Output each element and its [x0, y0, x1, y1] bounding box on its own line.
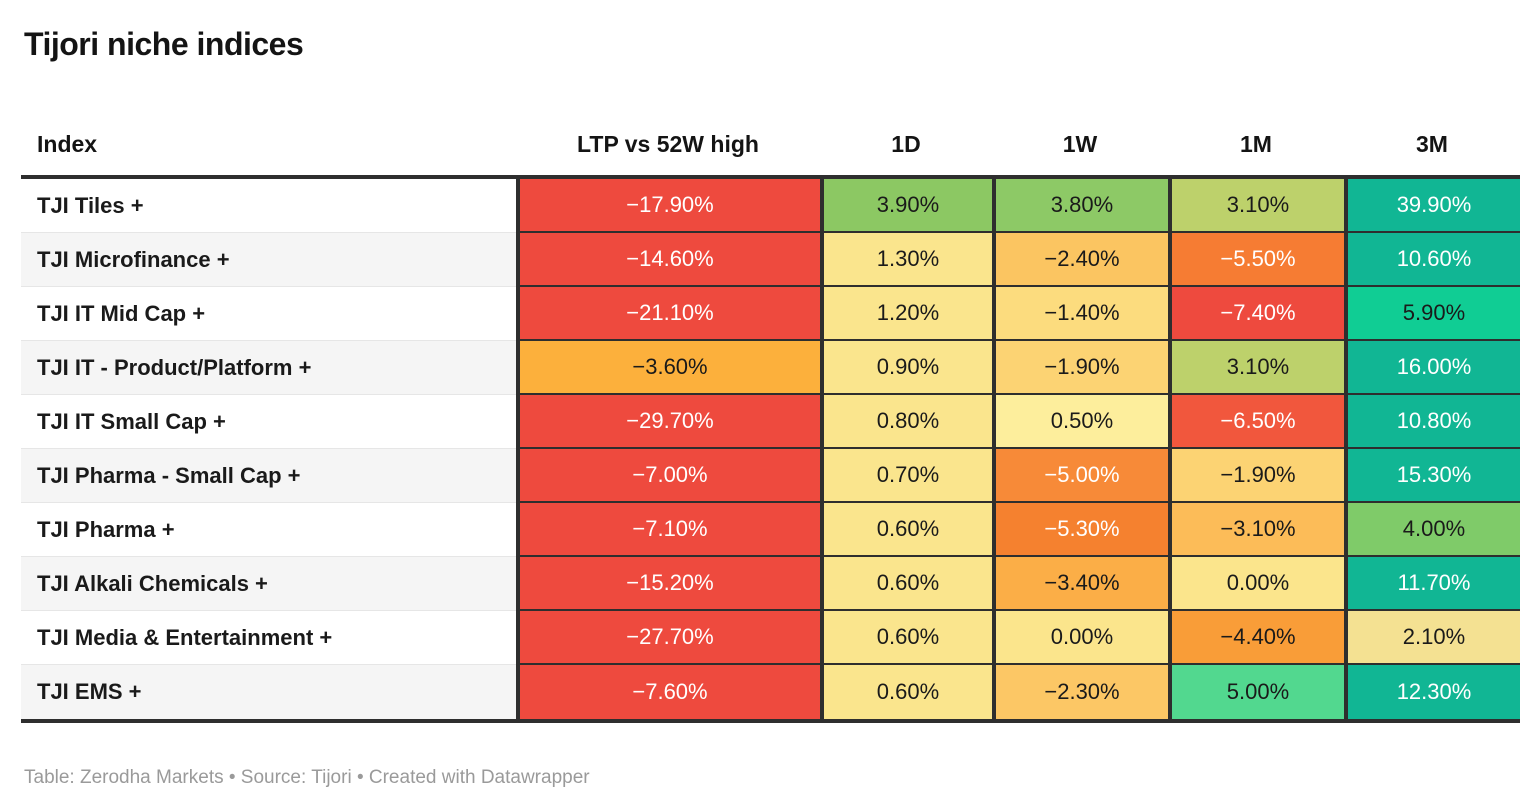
change-3m-cell: 4.00%: [1344, 503, 1520, 557]
table-row: TJI Pharma + −7.10% 0.60% −5.30% −3.10% …: [21, 503, 1520, 557]
index-name-label: TJI IT Mid Cap +: [37, 300, 206, 326]
index-name-cell[interactable]: TJI Pharma - Small Cap +: [21, 449, 516, 503]
index-name-label: TJI Tiles +: [37, 192, 144, 218]
change-1d-cell: 0.80%: [820, 395, 992, 449]
ltp-vs-52w-high-cell: −7.10%: [516, 503, 820, 557]
index-name-cell[interactable]: TJI Tiles +: [21, 179, 516, 233]
index-name-label: TJI IT Small Cap +: [37, 408, 226, 434]
table-row: TJI Microfinance + −14.60% 1.30% −2.40% …: [21, 233, 1520, 287]
change-1d-cell: 1.20%: [820, 287, 992, 341]
change-1w-cell: −1.40%: [992, 287, 1168, 341]
change-1d-cell: 0.70%: [820, 449, 992, 503]
table-body: TJI Tiles + −17.90% 3.90% 3.80% 3.10% 39…: [21, 175, 1520, 723]
index-name-label: TJI IT - Product/Platform +: [37, 354, 312, 380]
change-3m-cell: 15.30%: [1344, 449, 1520, 503]
table-row: TJI Media & Entertainment + −27.70% 0.60…: [21, 611, 1520, 665]
index-name-cell[interactable]: TJI EMS +: [21, 665, 516, 719]
change-1d-cell: 1.30%: [820, 233, 992, 287]
table-row: TJI IT Mid Cap + −21.10% 1.20% −1.40% −7…: [21, 287, 1520, 341]
ltp-vs-52w-high-cell: −15.20%: [516, 557, 820, 611]
change-1m-cell: −1.90%: [1168, 449, 1344, 503]
col-header-1w: 1W: [1062, 130, 1098, 157]
index-name-cell[interactable]: TJI Media & Entertainment +: [21, 611, 516, 665]
change-1d-cell: 0.60%: [820, 611, 992, 665]
change-1d-cell: 0.60%: [820, 557, 992, 611]
change-1m-cell: −7.40%: [1168, 287, 1344, 341]
index-name-cell[interactable]: TJI Microfinance +: [21, 233, 516, 287]
table-header-row: Index LTP vs 52W high 1D 1W 1M 3M: [21, 113, 1520, 175]
ltp-vs-52w-high-cell: −14.60%: [516, 233, 820, 287]
change-1d-cell: 0.90%: [820, 341, 992, 395]
table-row: TJI Tiles + −17.90% 3.90% 3.80% 3.10% 39…: [21, 179, 1520, 233]
change-3m-cell: 16.00%: [1344, 341, 1520, 395]
ltp-vs-52w-high-cell: −7.60%: [516, 665, 820, 719]
index-name-label: TJI Pharma +: [37, 516, 175, 542]
col-header-index: Index: [37, 130, 98, 157]
table-row: TJI IT Small Cap + −29.70% 0.80% 0.50% −…: [21, 395, 1520, 449]
change-1m-cell: −3.10%: [1168, 503, 1344, 557]
table-row: TJI Pharma - Small Cap + −7.00% 0.70% −5…: [21, 449, 1520, 503]
index-name-cell[interactable]: TJI IT Mid Cap +: [21, 287, 516, 341]
index-name-cell[interactable]: TJI IT - Product/Platform +: [21, 341, 516, 395]
table-footer: Table: Zerodha Markets • Source: Tijori …: [24, 767, 590, 788]
change-3m-cell: 12.30%: [1344, 665, 1520, 719]
index-name-label: TJI EMS +: [37, 679, 142, 704]
index-name-label: TJI Pharma - Small Cap +: [37, 462, 301, 488]
change-1w-cell: −1.90%: [992, 341, 1168, 395]
ltp-vs-52w-high-cell: −17.90%: [516, 179, 820, 233]
index-name-label: TJI Microfinance +: [37, 246, 230, 272]
change-1m-cell: −5.50%: [1168, 233, 1344, 287]
change-1w-cell: −2.30%: [992, 665, 1168, 719]
change-3m-cell: 2.10%: [1344, 611, 1520, 665]
change-1m-cell: 0.00%: [1168, 557, 1344, 611]
change-3m-cell: 5.90%: [1344, 287, 1520, 341]
change-1d-cell: 0.60%: [820, 665, 992, 719]
col-header-3m: 3M: [1416, 130, 1448, 157]
change-1w-cell: −2.40%: [992, 233, 1168, 287]
change-1d-cell: 0.60%: [820, 503, 992, 557]
table-row: TJI IT - Product/Platform + −3.60% 0.90%…: [21, 341, 1520, 395]
change-1m-cell: −4.40%: [1168, 611, 1344, 665]
col-header-1m: 1M: [1240, 130, 1272, 157]
change-1w-cell: −5.00%: [992, 449, 1168, 503]
change-1w-cell: 0.00%: [992, 611, 1168, 665]
index-name-label: TJI Alkali Chemicals +: [37, 570, 268, 596]
change-1m-cell: −6.50%: [1168, 395, 1344, 449]
page-title: Tijori niche indices: [24, 26, 304, 62]
col-header-ltp-vs-52w-high: LTP vs 52W high: [577, 130, 759, 157]
change-1m-cell: 3.10%: [1168, 179, 1344, 233]
ltp-vs-52w-high-cell: −3.60%: [516, 341, 820, 395]
change-1w-cell: −3.40%: [992, 557, 1168, 611]
change-1d-cell: 3.90%: [820, 179, 992, 233]
col-header-1d: 1D: [891, 130, 921, 157]
table-row: TJI EMS + −7.60% 0.60% −2.30% 5.00% 12.3…: [21, 665, 1520, 719]
change-1w-cell: 3.80%: [992, 179, 1168, 233]
change-3m-cell: 11.70%: [1344, 557, 1520, 611]
table-row: TJI Alkali Chemicals + −15.20% 0.60% −3.…: [21, 557, 1520, 611]
ltp-vs-52w-high-cell: −27.70%: [516, 611, 820, 665]
change-3m-cell: 10.80%: [1344, 395, 1520, 449]
ltp-vs-52w-high-cell: −7.00%: [516, 449, 820, 503]
ltp-vs-52w-high-cell: −21.10%: [516, 287, 820, 341]
change-1m-cell: 3.10%: [1168, 341, 1344, 395]
change-1w-cell: 0.50%: [992, 395, 1168, 449]
change-1w-cell: −5.30%: [992, 503, 1168, 557]
index-name-cell[interactable]: TJI Pharma +: [21, 503, 516, 557]
change-3m-cell: 10.60%: [1344, 233, 1520, 287]
change-1m-cell: 5.00%: [1168, 665, 1344, 719]
ltp-vs-52w-high-cell: −29.70%: [516, 395, 820, 449]
indices-table: Index LTP vs 52W high 1D 1W 1M 3M TJI Ti…: [21, 113, 1520, 723]
index-name-cell[interactable]: TJI Alkali Chemicals +: [21, 557, 516, 611]
index-name-cell[interactable]: TJI IT Small Cap +: [21, 395, 516, 449]
change-3m-cell: 39.90%: [1344, 179, 1520, 233]
index-name-label: TJI Media & Entertainment +: [37, 624, 333, 650]
